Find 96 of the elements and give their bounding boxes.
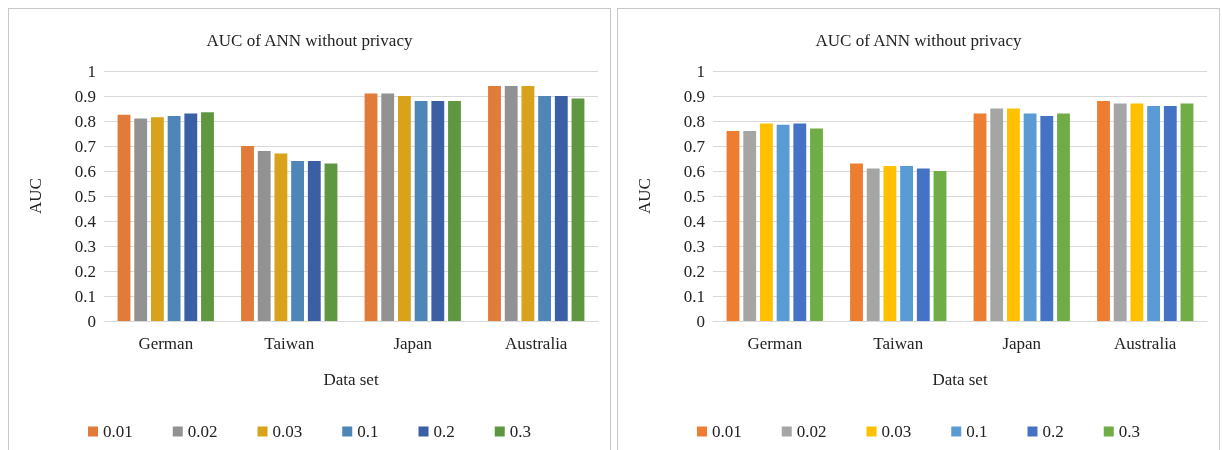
bar <box>1097 101 1110 321</box>
bar <box>184 113 198 321</box>
y-tick-label: 1 <box>87 61 96 81</box>
bar <box>1147 106 1161 321</box>
y-tick-label: 0.1 <box>74 286 96 306</box>
y-tick-label: 0.3 <box>74 236 96 256</box>
bar <box>1023 113 1037 321</box>
bar <box>167 116 181 321</box>
legend-label: 0.03 <box>272 422 303 441</box>
bar <box>850 163 863 321</box>
bar <box>291 161 305 321</box>
bar <box>726 131 740 321</box>
bar <box>1180 103 1194 321</box>
x-tick-label: Taiwan <box>873 334 924 353</box>
bar <box>448 101 461 321</box>
bar <box>307 161 321 321</box>
y-tick-label: 0.9 <box>683 86 705 106</box>
bar <box>900 166 914 321</box>
bar <box>554 96 568 321</box>
legend-label: 0.1 <box>357 422 379 441</box>
y-tick-label: 0.5 <box>683 186 705 206</box>
y-tick-label: 0.6 <box>74 161 96 181</box>
bar <box>810 128 823 321</box>
chart-title: AUC of ANN without privacy <box>815 31 1022 50</box>
y-tick-label: 0.7 <box>74 136 97 156</box>
bar <box>521 86 535 321</box>
bar <box>759 123 773 321</box>
x-tick-label: Australia <box>1114 334 1177 353</box>
bar <box>743 131 757 321</box>
bar <box>973 113 987 321</box>
bar <box>274 153 288 321</box>
bar <box>571 98 585 321</box>
y-tick-label: 0.4 <box>683 211 706 231</box>
bar <box>364 93 378 321</box>
legend-label: 0.2 <box>1042 422 1064 441</box>
y-axis-title: AUC <box>26 178 45 214</box>
y-axis-title: AUC <box>635 178 654 214</box>
legend-label: 0.3 <box>1118 422 1140 441</box>
y-tick-label: 0.1 <box>683 286 705 306</box>
bar <box>1130 103 1144 321</box>
y-tick-label: 0.8 <box>683 111 705 131</box>
bar <box>150 117 164 321</box>
x-tick-label: German <box>138 334 194 353</box>
bar <box>201 112 214 321</box>
bar <box>241 146 254 321</box>
bar <box>916 168 930 321</box>
x-tick-label: Japan <box>393 334 433 353</box>
legend-label: 0.2 <box>433 422 455 441</box>
bar <box>793 123 807 321</box>
y-tick-label: 0 <box>696 311 705 331</box>
y-tick-label: 0.2 <box>683 261 705 281</box>
y-tick-label: 0.6 <box>683 161 705 181</box>
bar <box>866 168 880 321</box>
x-tick-label: Taiwan <box>264 334 315 353</box>
y-tick-label: 0 <box>87 311 96 331</box>
x-axis-title: Data set <box>932 370 988 389</box>
bar <box>504 86 518 321</box>
bar <box>324 163 338 321</box>
bar <box>488 86 501 321</box>
bar <box>538 96 552 321</box>
y-tick-label: 0.9 <box>74 86 96 106</box>
bar <box>381 93 395 321</box>
legend-label: 0.3 <box>509 422 531 441</box>
bar <box>1113 103 1127 321</box>
bar <box>117 114 131 321</box>
bar <box>990 108 1004 321</box>
y-tick-label: 0.4 <box>74 211 97 231</box>
bar <box>1163 106 1177 321</box>
bar <box>414 101 428 321</box>
y-tick-label: 0.5 <box>74 186 96 206</box>
legend-label: 0.1 <box>966 422 988 441</box>
bar <box>134 118 148 321</box>
x-tick-label: Australia <box>505 334 568 353</box>
legend-label: 0.01 <box>103 422 133 441</box>
bar <box>397 96 411 321</box>
y-tick-label: 0.3 <box>683 236 705 256</box>
bar <box>431 101 445 321</box>
bar <box>1040 116 1054 321</box>
y-tick-label: 0.7 <box>683 136 706 156</box>
y-tick-label: 1 <box>696 61 705 81</box>
legend-label: 0.01 <box>712 422 742 441</box>
x-tick-label: Japan <box>1002 334 1042 353</box>
legend-label: 0.02 <box>187 422 218 441</box>
x-tick-label: German <box>747 334 803 353</box>
chart-title: AUC of ANN without privacy <box>206 31 413 50</box>
legend-label: 0.03 <box>881 422 912 441</box>
bar <box>933 171 947 321</box>
x-axis-title: Data set <box>323 370 379 389</box>
bar <box>1006 108 1020 321</box>
y-tick-label: 0.2 <box>74 261 96 281</box>
bar <box>883 166 897 321</box>
y-tick-label: 0.8 <box>74 111 96 131</box>
bar <box>257 151 271 321</box>
legend-label: 0.02 <box>796 422 827 441</box>
bar <box>1057 113 1070 321</box>
bar <box>776 124 790 321</box>
